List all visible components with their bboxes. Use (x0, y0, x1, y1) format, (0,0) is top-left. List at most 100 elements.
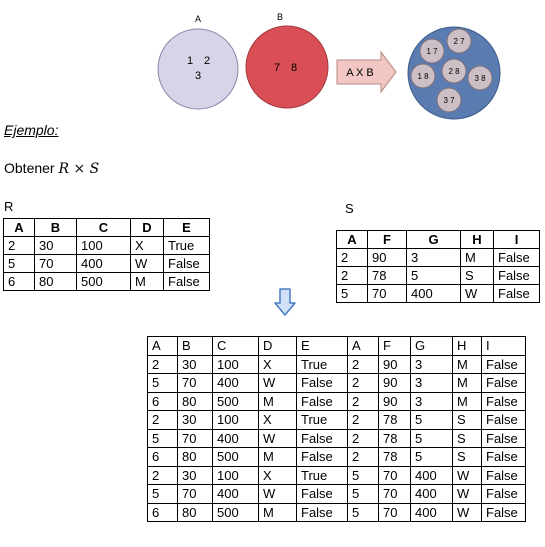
table-cell: False (493, 266, 540, 285)
table-cell: 6 (147, 391, 178, 411)
table-cell: False (481, 354, 526, 374)
table-cell: 2 (347, 391, 379, 411)
table-r-name: R (4, 199, 14, 214)
table-cell: 70 (177, 373, 213, 393)
table-cell: W (460, 284, 494, 303)
table-cell: 30 (34, 236, 77, 255)
table-cell: False (163, 254, 210, 273)
column-header: E (296, 336, 348, 356)
set-a-element: 3 (195, 70, 201, 82)
table-cell: 2 (347, 354, 379, 374)
table-cell: False (481, 465, 526, 485)
table-cell: 2 (347, 373, 379, 393)
table-cell: True (163, 236, 210, 255)
table-cell: 30 (177, 354, 213, 374)
table-cell: 6 (3, 272, 35, 291)
table-cell: 70 (378, 484, 411, 504)
table-cell: False (296, 391, 348, 411)
table-row: 6 80 500 M False 2 90 3 M False (147, 391, 526, 411)
set-b-circle (245, 25, 329, 109)
set-b-element: 7 (274, 62, 280, 74)
table-cell: 100 (212, 410, 259, 430)
pair-label: 2 7 (453, 37, 465, 46)
set-a-element: 2 (204, 55, 210, 67)
task-right-relation: S (89, 161, 100, 177)
table-cell: False (296, 447, 348, 467)
table-cell: 500 (212, 391, 259, 411)
table-cell: 78 (367, 266, 407, 285)
task-left-relation: R (58, 161, 70, 177)
column-header: H (452, 336, 482, 356)
table-cell: 6 (147, 447, 178, 467)
column-header: A (147, 336, 178, 356)
table-row: 5 70 400 W False (336, 284, 540, 303)
table-cell: 400 (212, 373, 259, 393)
table-cell: X (258, 410, 297, 430)
table-cell: True (296, 465, 348, 485)
pair-label: 1 8 (417, 72, 429, 81)
table-row: 2 30 100 X True 2 90 3 M False (147, 354, 526, 374)
table-cell: 70 (34, 254, 77, 273)
pair-circle (419, 38, 445, 64)
table-cell: 5 (336, 284, 368, 303)
table-cell: False (493, 284, 540, 303)
table-cell: False (296, 484, 348, 504)
pair-label: 3 7 (443, 96, 455, 105)
table-cell: X (130, 236, 164, 255)
table-cell: M (258, 502, 297, 522)
table-cell: 6 (147, 502, 178, 522)
table-cell: False (481, 428, 526, 448)
table-cell: 400 (410, 502, 453, 522)
table-cell: False (493, 248, 540, 267)
table-cell: 5 (410, 410, 453, 430)
table-cell: 5 (410, 447, 453, 467)
table-cell: 100 (212, 354, 259, 374)
column-header: I (481, 336, 526, 356)
column-header: B (177, 336, 213, 356)
table-cell: W (130, 254, 164, 273)
table-cell: W (258, 373, 297, 393)
table-cell: 500 (76, 272, 131, 291)
table-cell: 70 (378, 502, 411, 522)
table-cell: 2 (347, 447, 379, 467)
table-cell: False (481, 373, 526, 393)
table-cell: False (296, 373, 348, 393)
set-a-element: 1 (187, 55, 193, 67)
column-header: F (378, 336, 411, 356)
column-header: C (212, 336, 259, 356)
set-a-label: A (195, 14, 201, 24)
table-cell: 500 (212, 447, 259, 467)
table-cell: 78 (378, 447, 411, 467)
table-cell: 5 (147, 428, 178, 448)
table-cell: 3 (410, 391, 453, 411)
pair-circle (410, 63, 436, 89)
table-cell: W (258, 428, 297, 448)
set-b-label: B (277, 12, 283, 22)
column-header: A (3, 218, 35, 237)
table-row: 6 80 500 M False (3, 272, 210, 291)
table-cell: False (481, 502, 526, 522)
table-cell: 5 (406, 266, 461, 285)
table-cell: 5 (3, 254, 35, 273)
table-cell: W (452, 484, 482, 504)
task-prefix: Obtener (4, 160, 59, 176)
table-cell: 5 (147, 373, 178, 393)
table-cell: 80 (34, 272, 77, 291)
table-cell: 400 (410, 465, 453, 485)
table-cell: False (296, 502, 348, 522)
table-cell: False (481, 410, 526, 430)
table-cell: False (481, 484, 526, 504)
table-cell: W (452, 465, 482, 485)
table-cell: 2 (347, 410, 379, 430)
column-header: D (258, 336, 297, 356)
table-cell: False (481, 391, 526, 411)
column-header: H (460, 230, 494, 249)
table-cell: 2 (347, 428, 379, 448)
table-cell: 3 (410, 354, 453, 374)
column-header: D (130, 218, 164, 237)
table-cell: 80 (177, 447, 213, 467)
